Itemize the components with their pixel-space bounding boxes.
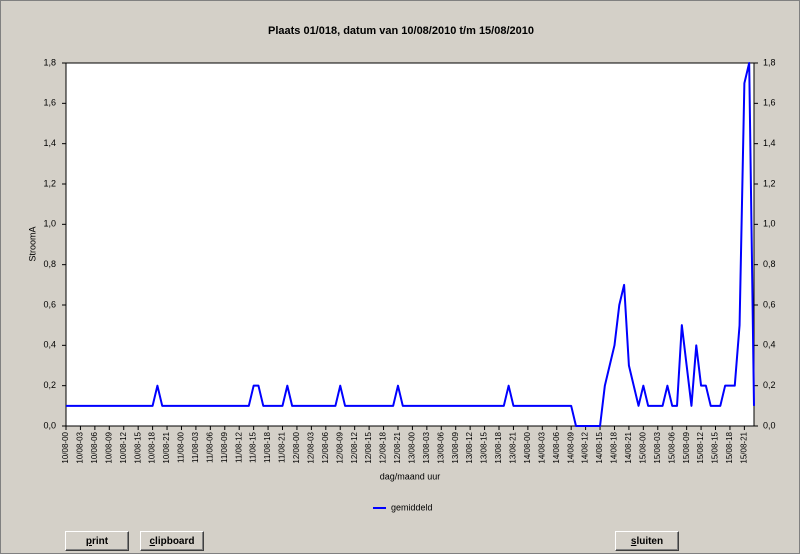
x-tick-label: 12/08-03 <box>306 431 315 463</box>
x-tick-label: 15/08-15 <box>711 431 720 463</box>
x-tick-label: 14/08-21 <box>624 431 633 463</box>
y-tick-label: 0,2 <box>43 380 56 390</box>
x-tick-label: 10/08-06 <box>90 431 99 463</box>
y-axis-label: StroomA <box>27 226 37 261</box>
x-tick-label: 13/08-00 <box>408 431 417 463</box>
x-tick-label: 14/08-15 <box>595 431 604 463</box>
x-tick-label: 14/08-09 <box>566 431 575 463</box>
x-tick-label: 11/08-12 <box>234 431 243 463</box>
x-tick-label: 10/08-15 <box>133 431 142 463</box>
y2-tick-label: 1,6 <box>763 98 776 108</box>
x-tick-label: 10/08-18 <box>148 431 157 463</box>
y-tick-label: 0,4 <box>43 340 56 350</box>
x-tick-label: 10/08-00 <box>61 431 70 463</box>
y2-tick-label: 0,8 <box>763 259 776 269</box>
print-button[interactable]: print <box>65 531 129 551</box>
y2-tick-label: 0,0 <box>763 420 776 430</box>
x-tick-label: 10/08-21 <box>162 431 171 463</box>
x-axis-label: dag/maand uur <box>380 471 441 481</box>
x-tick-label: 14/08-06 <box>552 431 561 463</box>
x-tick-label: 12/08-21 <box>393 431 402 463</box>
x-tick-label: 11/08-09 <box>220 431 229 463</box>
x-tick-label: 15/08-09 <box>682 431 691 463</box>
y2-tick-label: 0,4 <box>763 340 776 350</box>
y-tick-label: 0,8 <box>43 259 56 269</box>
x-tick-label: 15/08-18 <box>725 431 734 463</box>
x-tick-label: 14/08-12 <box>581 431 590 463</box>
x-tick-label: 14/08-00 <box>523 431 532 463</box>
x-tick-label: 12/08-18 <box>379 431 388 463</box>
plot-area <box>65 62 755 427</box>
x-tick-label: 11/08-15 <box>249 431 258 463</box>
x-tick-label: 12/08-15 <box>364 431 373 463</box>
x-tick-label: 12/08-09 <box>335 431 344 463</box>
close-button[interactable]: sluiten <box>615 531 679 551</box>
y2-tick-label: 1,4 <box>763 138 776 148</box>
x-tick-label: 11/08-00 <box>177 431 186 463</box>
y2-tick-label: 1,8 <box>763 57 776 67</box>
y-tick-label: 1,6 <box>43 98 56 108</box>
y-tick-label: 0,6 <box>43 299 56 309</box>
x-tick-label: 15/08-00 <box>638 431 647 463</box>
y2-tick-label: 0,2 <box>763 380 776 390</box>
y-tick-label: 1,4 <box>43 138 56 148</box>
y-tick-label: 1,2 <box>43 178 56 188</box>
x-tick-label: 13/08-18 <box>494 431 503 463</box>
x-tick-label: 14/08-03 <box>537 431 546 463</box>
chart-title: Plaats 01/018, datum van 10/08/2010 t/m … <box>268 25 534 37</box>
x-tick-label: 14/08-18 <box>610 431 619 463</box>
x-tick-label: 13/08-03 <box>422 431 431 463</box>
x-tick-label: 13/08-06 <box>436 431 445 463</box>
x-tick-label: 15/08-03 <box>653 431 662 463</box>
x-tick-label: 13/08-12 <box>465 431 474 463</box>
x-tick-label: 15/08-21 <box>739 431 748 463</box>
x-tick-label: 11/08-03 <box>191 431 200 463</box>
x-tick-label: 11/08-21 <box>278 431 287 463</box>
y-tick-label: 0,0 <box>43 420 56 430</box>
x-tick-label: 12/08-00 <box>292 431 301 463</box>
y-tick-label: 1,8 <box>43 57 56 67</box>
x-tick-label: 12/08-06 <box>321 431 330 463</box>
x-tick-label: 11/08-18 <box>263 431 272 463</box>
x-tick-label: 12/08-12 <box>350 431 359 463</box>
x-tick-label: 13/08-21 <box>509 431 518 463</box>
legend-label: gemiddeld <box>391 502 433 512</box>
y-tick-label: 1,0 <box>43 219 56 229</box>
y2-tick-label: 1,2 <box>763 178 776 188</box>
series-line <box>66 62 755 427</box>
y2-tick-label: 1,0 <box>763 219 776 229</box>
x-tick-label: 13/08-15 <box>480 431 489 463</box>
clipboard-button[interactable]: clipboard <box>140 531 204 551</box>
x-tick-label: 13/08-09 <box>451 431 460 463</box>
chart: Plaats 01/018, datum van 10/08/2010 t/m … <box>27 25 776 512</box>
x-tick-label: 15/08-06 <box>667 431 676 463</box>
x-tick-label: 10/08-03 <box>76 431 85 463</box>
x-tick-label: 10/08-12 <box>119 431 128 463</box>
x-tick-label: 15/08-12 <box>696 431 705 463</box>
x-tick-label: 10/08-09 <box>104 431 113 463</box>
x-tick-label: 11/08-06 <box>205 431 214 463</box>
y2-tick-label: 0,6 <box>763 299 776 309</box>
